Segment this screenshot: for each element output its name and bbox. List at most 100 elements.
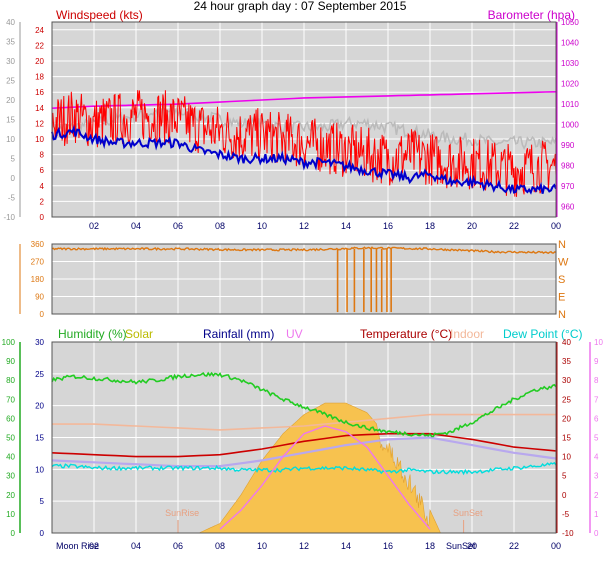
- rainfall-legend: Rainfall (mm): [203, 327, 274, 341]
- temperature-tick: 15: [562, 434, 571, 443]
- windspeed-legend: Windspeed (kts): [56, 8, 143, 22]
- hum-x-tick: 00: [551, 541, 561, 551]
- uv-line: [219, 425, 431, 530]
- hum-x-tick: 18: [425, 541, 435, 551]
- hum-x-tick: 10: [257, 541, 267, 551]
- humidity-tick: 10: [6, 510, 15, 519]
- dewpoint-legend: Dew Point (°C): [503, 327, 582, 341]
- hum-temp-axes: 0102030405060708090100051015202530-10-50…: [2, 338, 604, 551]
- uv-tick: 0: [594, 529, 599, 538]
- uv-tick: 9: [594, 357, 599, 366]
- temperature-line: [51, 432, 557, 458]
- outer-left-tick: 25: [6, 77, 15, 86]
- sunset-label: SunSet: [453, 508, 483, 518]
- winddir-frame: [51, 243, 557, 315]
- temperature-tick: 20: [562, 414, 571, 423]
- windspeed-tick: 4: [40, 182, 45, 191]
- moonrise-label: Moon Rise: [56, 541, 99, 551]
- temperature-legend: Temperature (°C): [360, 327, 452, 341]
- temp-lavender-line: [51, 436, 557, 468]
- winddir-tick: 90: [35, 293, 44, 302]
- barometer-tick: 990: [561, 141, 575, 150]
- rainfall-tick: 30: [35, 338, 44, 347]
- uv-tick: 1: [594, 510, 599, 519]
- temperature-tick: 25: [562, 395, 571, 404]
- hum-temp-frame: [51, 341, 557, 534]
- compass-label: N: [558, 309, 566, 321]
- winddir-tick: 0: [40, 310, 45, 319]
- sun-moon-annotations: SunRise SunSet Moon Rise SunSet: [56, 508, 483, 551]
- rainfall-tick: 15: [35, 434, 44, 443]
- barometer-tick: 960: [561, 203, 575, 212]
- temperature-tick: 10: [562, 453, 571, 462]
- outer-left-tick: 40: [6, 18, 15, 27]
- dewpoint-line: [51, 461, 557, 476]
- outer-left-tick: 5: [11, 155, 16, 164]
- uv-tick: 3: [594, 472, 599, 481]
- windspeed-tick: 12: [35, 119, 44, 128]
- wind-x-tick: 12: [299, 221, 309, 231]
- barometer-tick: 970: [561, 182, 575, 191]
- hum-x-tick: 04: [131, 541, 141, 551]
- barometer-tick: 980: [561, 162, 575, 171]
- hum-x-tick: 14: [341, 541, 351, 551]
- hum-x-tick: 22: [509, 541, 519, 551]
- temperature-tick: 30: [562, 376, 571, 385]
- windspeed-tick: 18: [35, 73, 44, 82]
- wind-x-tick: 08: [215, 221, 225, 231]
- indoor-line: [52, 413, 556, 431]
- wind-x-tick: 10: [257, 221, 267, 231]
- hum-x-tick: 16: [383, 541, 393, 551]
- temperature-tick: -5: [562, 510, 570, 519]
- hum-x-tick: 20: [467, 541, 477, 551]
- hum-temp-series: [51, 371, 557, 530]
- windspeed-tick: 20: [35, 57, 44, 66]
- barometer-tick: 1010: [561, 100, 579, 109]
- uv-tick: 2: [594, 491, 599, 500]
- humidity-tick: 70: [6, 395, 15, 404]
- humidity-tick: 90: [6, 357, 15, 366]
- barometer-tick: 1000: [561, 121, 579, 130]
- rainfall-tick: 5: [40, 497, 45, 506]
- outer-left-tick: 10: [6, 135, 15, 144]
- outer-left-tick: 15: [6, 116, 15, 125]
- winddir-line: [51, 246, 557, 254]
- uv-tick: 5: [594, 434, 599, 443]
- windspeed-series: [51, 90, 557, 197]
- wind-axes: 024681012141618202224-10-505101520253035…: [3, 18, 579, 231]
- sunrise-label: SunRise: [165, 508, 199, 518]
- solar-legend: Solar: [125, 327, 153, 341]
- wind-x-tick: 18: [425, 221, 435, 231]
- rainfall-tick: 25: [35, 370, 44, 379]
- wind-gridlines: [52, 22, 556, 218]
- hum-x-tick: 06: [173, 541, 183, 551]
- uv-tick: 4: [594, 453, 599, 462]
- uv-tick: 10: [594, 338, 603, 347]
- humidity-tick: 30: [6, 472, 15, 481]
- temperature-tick: 35: [562, 357, 571, 366]
- windspeed-tick: 14: [35, 104, 44, 113]
- compass-label: W: [558, 257, 569, 269]
- barometer-tick: 1030: [561, 59, 579, 68]
- windspeed-tick: 6: [40, 166, 45, 175]
- barometer-tick: 1020: [561, 80, 579, 89]
- uv-tick: 8: [594, 376, 599, 385]
- humidity-tick: 0: [11, 529, 16, 538]
- wind-x-tick: 16: [383, 221, 393, 231]
- page-title: 24 hour graph day : 07 September 2015: [194, 0, 407, 13]
- wind-x-tick: 22: [509, 221, 519, 231]
- outer-left-tick: 35: [6, 38, 15, 47]
- windspeed-tick: 2: [40, 197, 45, 206]
- wind-x-tick: 06: [173, 221, 183, 231]
- windspeed-avg-series: [51, 124, 557, 195]
- wind-x-tick: 00: [551, 221, 561, 231]
- uv-tick: 6: [594, 414, 599, 423]
- temperature-tick: 5: [562, 472, 567, 481]
- humidity-legend: Humidity (%): [58, 327, 127, 341]
- windspeed-tick: 22: [35, 41, 44, 50]
- wind-x-tick: 20: [467, 221, 477, 231]
- temperature-tick: -10: [562, 529, 574, 538]
- compass-label: N: [558, 239, 566, 251]
